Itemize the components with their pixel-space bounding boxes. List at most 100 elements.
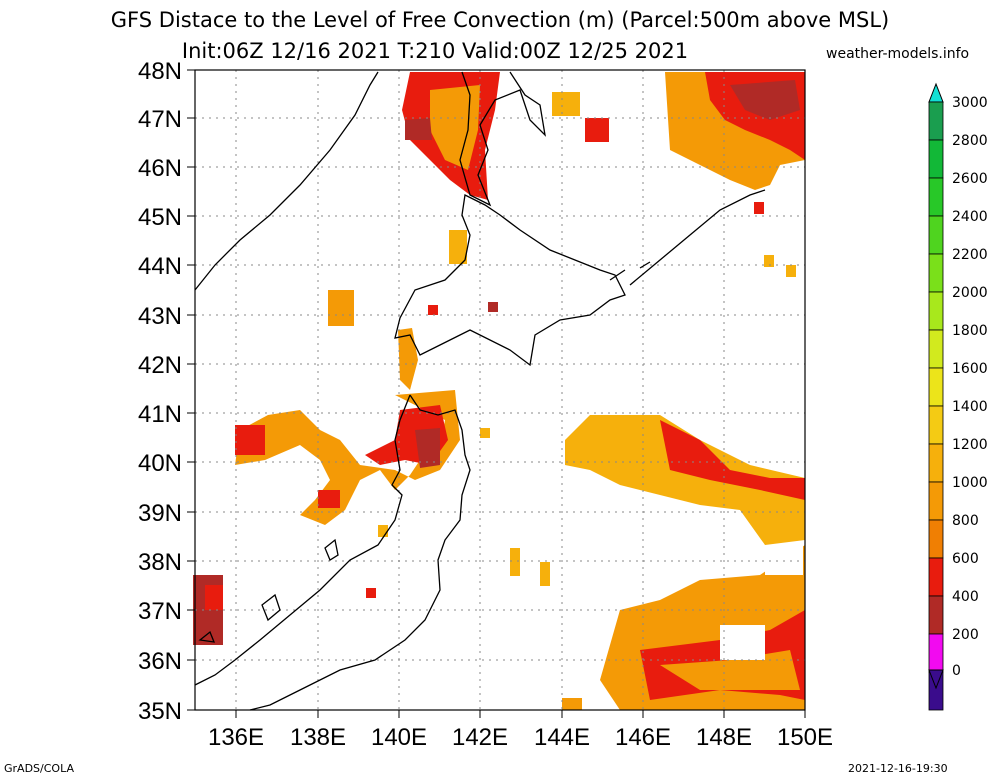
graticule [195,70,805,710]
field-region-north-tohoku [235,390,460,525]
field-blob-3 [449,230,467,264]
lat-label: 35N [138,698,182,725]
colorbar-label: 400 [952,589,979,605]
colorbar-label: 600 [952,551,979,567]
lat-label: 43N [138,303,182,330]
colorbar-label: 3000 [952,95,988,111]
lon-label: 150E [777,724,833,751]
lon-label: 148E [696,724,752,751]
field-blob-10 [235,425,265,455]
colorbar-label: 1800 [952,323,988,339]
chart-title-line-2: Init:06Z 12/16 2021 T:210 Valid:00Z 12/2… [181,39,689,63]
field-region-tsugaru-dark [415,428,440,468]
field-region-east-pacific [565,415,805,545]
colorbar-box [928,139,944,179]
lat-label: 40N [138,450,182,477]
field-blob-5 [488,302,498,312]
lat-label: 37N [138,598,182,625]
coastline-kurils [609,189,766,286]
axis-ticks [187,69,806,718]
colorbar-box [928,405,944,445]
colorbar-label: 200 [952,627,979,643]
colorbar-boxes [928,101,944,711]
field-blob-14 [366,588,376,598]
longitude-labels: 136E 138E 140E 142E 144E 146E 148E 150E [208,724,833,751]
colorbar-box [928,329,944,369]
field-blob-west-red [205,585,223,610]
colorbar-box [928,557,944,597]
colorbar-box [928,595,944,635]
lat-label: 36N [138,648,182,675]
lon-label: 136E [208,724,264,751]
colorbar-box [928,519,944,559]
colorbar-box [928,481,944,521]
latitude-labels: 48N 47N 46N 45N 44N 43N 42N 41N 40N 39N … [138,58,182,725]
lat-label: 42N [138,352,182,379]
coastline-honshu [194,394,471,711]
field-blob-4 [328,290,354,326]
colorbar-box [928,291,944,331]
lat-label: 41N [138,401,182,428]
field-blob-12 [480,428,490,438]
colorbar-label: 2800 [952,133,988,149]
footer-software: GrADS/COLA [4,762,74,775]
colorbar-label: 2000 [952,285,988,301]
field-region-sakhalin-dark [405,118,432,140]
colorbar-box [928,101,944,141]
lat-label: 47N [138,106,182,133]
field-blob-6 [428,305,438,315]
colorbar-label: 0 [952,663,961,679]
colorbar-label: 1000 [952,475,988,491]
field-blob-8 [786,265,796,277]
colorbar: 3000 2800 2600 2400 2200 2000 1800 1600 … [928,82,988,711]
field-blob-15 [510,548,520,576]
lon-label: 142E [452,724,508,751]
field-blob-9 [754,202,764,214]
field-blob-16 [540,562,550,586]
colorbar-bottom-arrow [928,669,944,690]
field-blob-2 [585,118,609,142]
colorbar-top-arrow [928,82,944,103]
field-blob-1 [552,92,580,116]
colorbar-box [928,367,944,407]
footer-timestamp: 2021-12-16-19:30 [848,762,948,775]
colorbar-box [928,443,944,483]
coastline-sado [324,538,339,561]
coastline-sakhalin [459,71,546,207]
colorbar-box [928,633,944,673]
colorbar-label: 800 [952,513,979,529]
field-blob-7 [764,255,774,267]
colorbar-labels: 3000 2800 2600 2400 2200 2000 1800 1600 … [952,95,988,679]
lon-label: 144E [534,724,590,751]
lat-label: 45N [138,204,182,231]
map-frame [194,69,806,711]
colorbar-box [928,215,944,255]
lon-label: 140E [371,724,427,751]
coastline-asia [194,71,379,291]
coastline-oki [198,630,216,643]
lat-label: 46N [138,155,182,182]
field-blob-11 [318,490,340,508]
field-hole-1 [720,625,765,660]
colorbar-label: 2200 [952,247,988,263]
source-credit: weather-models.info [826,46,970,62]
colorbar-label: 2600 [952,171,988,187]
field-blob-13 [378,525,388,537]
lat-label: 44N [138,253,182,280]
colorbar-label: 2400 [952,209,988,225]
lat-label: 48N [138,58,182,85]
field-region-tsugaru [398,328,418,390]
field-region-northeast-dark [730,80,800,120]
coastline-hokkaido [394,194,626,367]
colorbar-box [928,177,944,217]
lon-label: 146E [615,724,671,751]
coastlines [194,71,766,711]
field-region-east-pacific-red [660,420,805,500]
chart-title-line-1: GFS Distace to the Level of Free Convect… [110,8,890,32]
field-hole-2 [765,545,803,575]
colorbar-label: 1400 [952,399,988,415]
lat-label: 39N [138,500,182,527]
lfc-field [193,72,805,710]
field-blob-17 [562,698,582,710]
